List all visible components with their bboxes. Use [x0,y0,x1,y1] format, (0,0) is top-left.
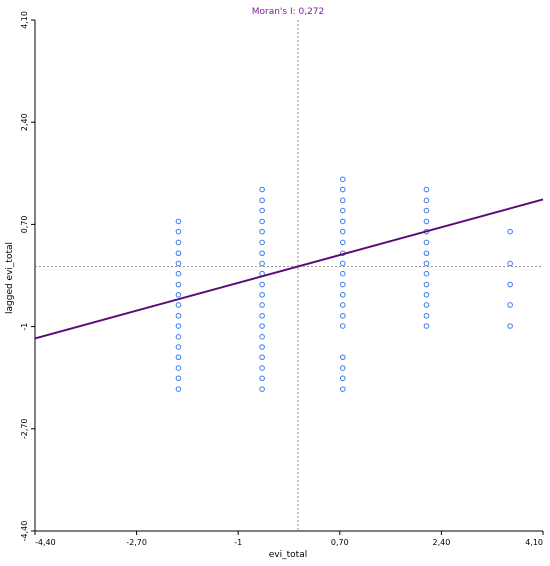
y-tick-label: 2,40 [20,113,29,131]
x-tick-label: -1 [234,538,242,547]
data-point [507,228,513,235]
data-point [175,312,182,319]
data-point [175,239,182,246]
data-point [339,281,346,288]
x-tick-label: 2,40 [432,538,450,547]
x-tick-label: -2,70 [126,538,147,547]
data-point [259,250,265,257]
data-point [423,302,430,308]
data-point [259,323,265,329]
data-point [339,302,346,308]
data-point [259,281,265,288]
data-point [175,291,182,298]
data-point [339,260,346,267]
data-point [259,312,265,319]
data-point [175,250,182,257]
data-point [175,270,182,277]
data-point [259,365,265,371]
data-point [259,197,265,204]
data-point [423,239,430,246]
x-axis-title: evi_total [269,550,307,560]
data-point [507,302,513,308]
data-point [339,323,346,329]
data-point [259,228,265,235]
y-tick-label: 4,10 [20,11,29,29]
x-tick-label: 4,10 [525,538,543,547]
data-point [339,312,346,319]
chart-title: Moran's I: 0,272 [252,7,325,17]
data-point [259,218,265,225]
data-point [339,197,346,204]
data-point [339,354,346,361]
data-point [423,218,430,225]
data-point [423,291,430,298]
data-point [259,239,265,246]
data-point [175,281,182,288]
data-point [175,365,182,371]
data-point [423,281,430,288]
data-point [507,281,513,288]
data-point [339,218,346,225]
data-point [339,291,346,298]
data-point [175,260,182,267]
x-tick-label: 0,70 [331,538,349,547]
data-point [423,260,430,267]
data-point [175,354,182,361]
regression-line [34,198,544,340]
y-tick-label: -2,70 [20,418,29,439]
data-point [259,344,265,350]
y-tick-label: 0,70 [20,215,29,233]
data-point [259,186,265,193]
plot-area: -4,40 -2,70 -1 0,70 2,40 4,10 -4,40 -2,70 -1 0,70… [20,11,544,547]
data-point [259,386,265,392]
data-point [423,197,430,204]
data-point [339,386,346,392]
data-point [259,302,265,308]
data-point [259,291,265,298]
x-tick-label: -4,40 [35,538,56,547]
y-tick-label: -4,40 [20,521,29,542]
data-point [259,260,265,267]
data-point [175,218,182,225]
data-point [423,207,430,214]
data-point [423,270,430,277]
data-point [175,344,182,350]
data-point [339,239,346,246]
data-point [339,270,346,277]
data-point [175,323,182,329]
y-axis-title: lagged evi_total [5,242,15,314]
data-point [259,354,265,361]
data-point [175,386,182,392]
y-tick-label: -1 [20,323,29,331]
data-point [339,176,346,183]
data-point [507,260,513,267]
data-point [507,323,513,329]
data-point [175,375,182,382]
data-point [175,302,182,308]
data-point [339,186,346,193]
data-point [423,312,430,319]
data-point [259,375,265,382]
data-point [259,207,265,214]
data-point [259,334,265,340]
data-point [175,228,182,235]
data-point [423,250,430,257]
data-point [423,186,430,193]
data-point [339,228,346,235]
data-point [339,207,346,214]
data-point [175,334,182,340]
data-point [339,365,346,371]
data-point [339,375,346,382]
data-point [423,323,430,329]
